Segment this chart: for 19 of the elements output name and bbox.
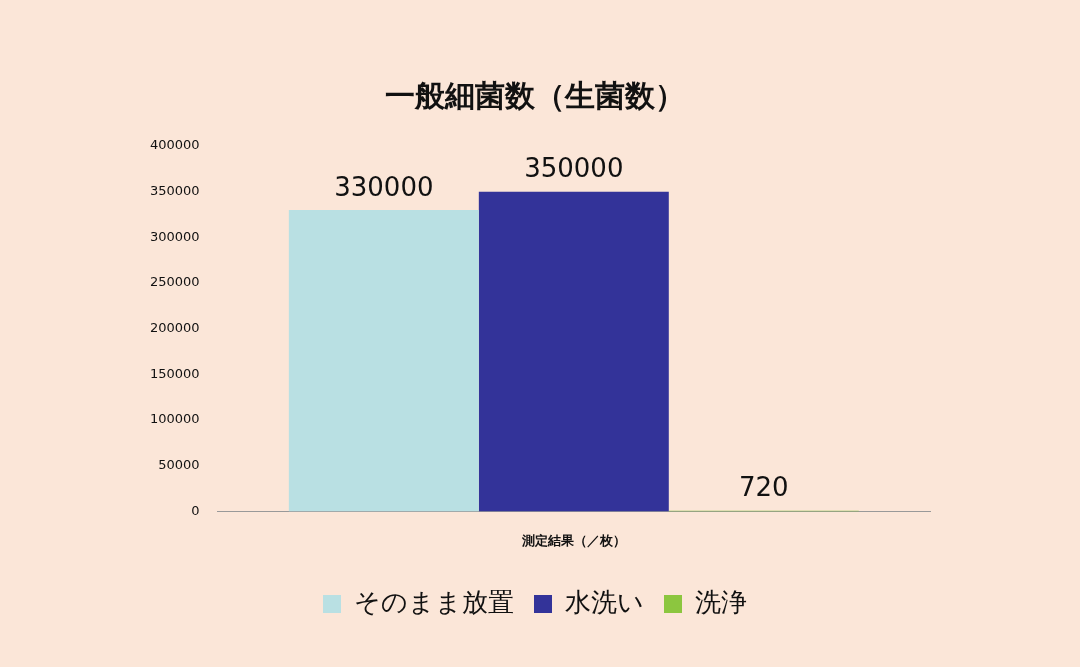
data-label: 720 bbox=[738, 472, 789, 503]
y-tick-label: 400000 bbox=[149, 137, 200, 153]
legend-label: そのまま放置 bbox=[354, 586, 514, 617]
x-tick-label: 測定結果（／枚） bbox=[520, 532, 626, 548]
data-label: 330000 bbox=[334, 171, 434, 202]
legend-label: 水洗い bbox=[565, 586, 644, 617]
y-tick-label: 100000 bbox=[149, 411, 200, 427]
y-tick-label: 350000 bbox=[149, 183, 200, 199]
chart-title: 一般細菌数（生菌数） bbox=[385, 77, 685, 113]
bar bbox=[478, 191, 669, 512]
y-tick-label: 250000 bbox=[149, 274, 200, 290]
data-label: 350000 bbox=[524, 153, 624, 184]
y-tick-label: 50000 bbox=[158, 457, 200, 473]
y-tick-label: 300000 bbox=[149, 228, 200, 244]
bar bbox=[288, 209, 479, 512]
y-tick-label: 0 bbox=[191, 502, 200, 518]
y-tick-label: 200000 bbox=[149, 320, 200, 336]
legend-label: 洗浄 bbox=[695, 586, 747, 617]
y-tick-label: 150000 bbox=[149, 365, 200, 381]
